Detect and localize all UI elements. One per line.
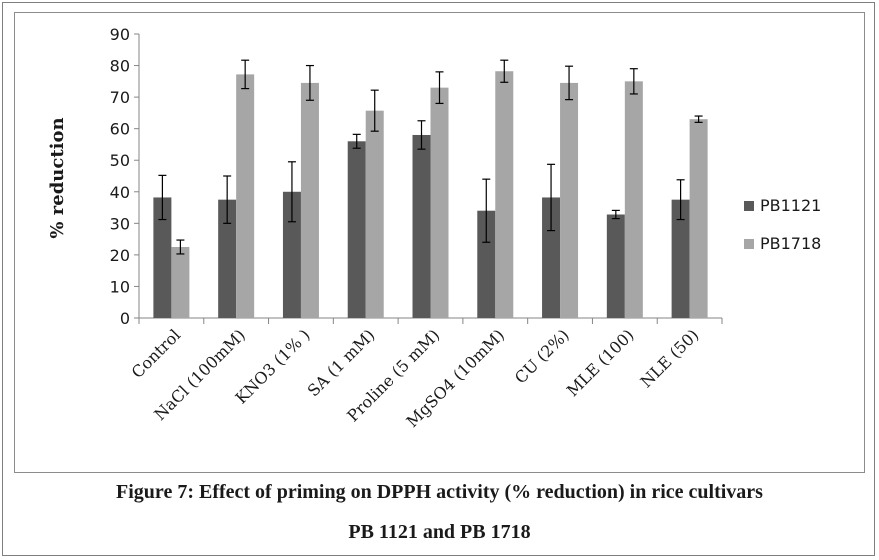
bar-pb1718-6 — [560, 82, 579, 319]
bar-pb1718-3 — [365, 110, 384, 319]
figure-caption-line-1: Figure 7: Effect of priming on DPPH acti… — [116, 481, 763, 503]
y-axis-title: % reduction — [47, 117, 68, 238]
bar-pb1121-4 — [412, 134, 431, 318]
legend-swatch-pb1718 — [744, 239, 754, 249]
y-tick-label: 70 — [110, 88, 130, 107]
x-category-label: Control — [128, 325, 185, 382]
bar-pb1718-8 — [689, 119, 708, 318]
bar-pb1718-2 — [300, 82, 319, 319]
bar-pb1121-8 — [671, 199, 690, 318]
y-tick-label: 60 — [110, 120, 130, 139]
figure-caption-line-2: PB 1121 and PB 1718 — [348, 521, 531, 543]
bar-pb1121-5 — [477, 210, 496, 318]
bar-pb1121-0 — [153, 197, 172, 318]
x-category-label: CU (2%) — [511, 325, 573, 387]
y-tick-label: 30 — [110, 214, 130, 233]
legend-label-pb1718: PB1718 — [760, 234, 821, 253]
x-category-label: NLE (50) — [637, 325, 703, 391]
bar-pb1718-4 — [430, 87, 449, 319]
y-tick-label: 0 — [120, 309, 130, 328]
bar-pb1121-2 — [282, 191, 301, 318]
x-category-label: MLE (100) — [563, 325, 638, 400]
y-tick-label: 90 — [110, 25, 130, 44]
y-tick-label: 10 — [110, 277, 130, 296]
bar-pb1121-6 — [542, 197, 561, 318]
chart-area-border — [14, 12, 865, 473]
legend-swatch-pb1121 — [744, 201, 754, 211]
bar-pb1121-7 — [606, 214, 625, 318]
y-tick-label: 50 — [110, 151, 130, 170]
legend-label-pb1121: PB1121 — [760, 196, 821, 215]
bar-pb1718-7 — [624, 81, 643, 318]
bar-pb1718-5 — [495, 71, 514, 318]
y-tick-label: 40 — [110, 183, 130, 202]
bar-pb1121-1 — [218, 199, 237, 318]
y-tick-label: 20 — [110, 246, 130, 265]
bar-pb1718-0 — [171, 247, 190, 318]
y-tick-label: 80 — [110, 57, 130, 76]
bar-pb1121-3 — [347, 141, 366, 318]
bar-pb1718-1 — [236, 74, 255, 318]
